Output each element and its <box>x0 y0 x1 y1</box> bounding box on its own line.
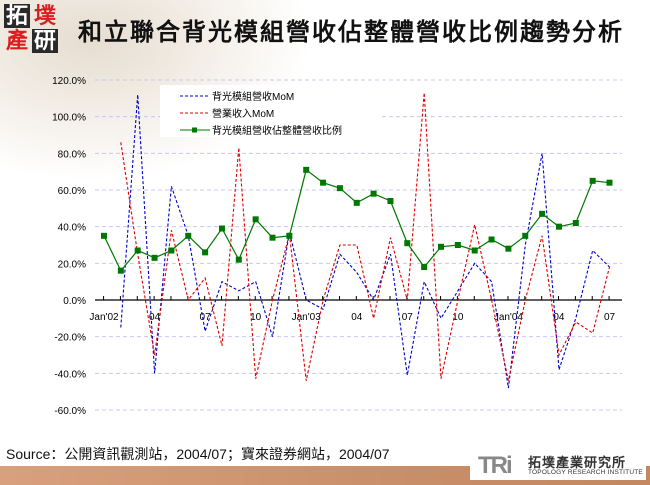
chart-series <box>101 92 613 389</box>
y-tick-label: -20.0% <box>54 333 86 344</box>
data-point-marker <box>134 247 141 254</box>
x-tick-label: Jan'03 <box>292 312 322 323</box>
legend-label: 營業收入MoM <box>212 107 274 120</box>
legend-label: 背光模組營收MoM <box>212 90 294 103</box>
data-point-marker <box>269 234 276 241</box>
tri-name-en: TOPOLOGY RESEARCH INSTITUTE <box>528 469 643 476</box>
logo-char: 產 <box>5 28 28 54</box>
data-point-marker <box>572 220 579 226</box>
data-point-marker <box>438 243 444 250</box>
x-tick-label: 07 <box>402 312 414 323</box>
tri-logo: TRi 拓墣產業研究所 TOPOLOGY RESEARCH INSTITUTE <box>470 450 646 480</box>
y-tick-label: 40.0% <box>58 223 86 234</box>
data-point-marker <box>522 232 529 239</box>
data-point-marker <box>387 198 394 204</box>
tri-mark: TRi <box>478 452 513 479</box>
y-tick-label: 20.0% <box>58 259 86 270</box>
logo-char: 墣 <box>33 3 56 29</box>
data-point-marker <box>421 264 428 270</box>
y-tick-label: -60.0% <box>54 406 86 417</box>
y-tick-label: 60.0% <box>58 186 86 197</box>
data-point-marker <box>320 179 327 186</box>
x-tick-label: 10 <box>452 312 464 323</box>
data-point-marker <box>471 247 478 254</box>
y-tick-label: 100.0% <box>52 113 86 124</box>
legend-label: 背光模組營收佔整體營收比例 <box>212 124 342 137</box>
series-line <box>120 94 610 389</box>
x-tick-label: 04 <box>351 312 363 323</box>
data-point-marker <box>185 232 192 239</box>
data-point-marker <box>218 225 225 232</box>
logo-char: 拓 <box>4 3 30 29</box>
chart-legend: 背光模組營收MoM 營業收入MoM 背光模組營收佔整體營收比例 <box>160 85 380 137</box>
data-point-marker <box>151 254 158 261</box>
data-point-marker <box>370 190 377 197</box>
series-line <box>120 92 611 381</box>
data-point-marker <box>555 223 562 230</box>
y-tick-label: -40.0% <box>54 369 86 380</box>
data-point-marker <box>252 216 259 223</box>
y-tick-label: 120.0% <box>52 76 86 87</box>
data-point-marker <box>235 256 242 263</box>
source-note: Source：公開資訊觀測站，2004/07；寶來證券網站，2004/07 <box>6 446 390 462</box>
data-point-marker <box>589 177 596 184</box>
y-tick-label: 80.0% <box>58 149 86 160</box>
page-title: 和立聯合背光模組營收佔整體營收比例趨勢分析 <box>78 17 624 46</box>
data-point-marker <box>101 232 107 239</box>
data-point-marker <box>202 249 209 256</box>
x-tick-label: 10 <box>250 312 262 323</box>
logo-char: 研 <box>32 28 58 54</box>
data-point-marker <box>336 185 343 192</box>
data-point-marker <box>505 245 512 252</box>
x-tick-label: 04 <box>149 312 161 323</box>
x-tick-label: Jan'02 <box>89 312 119 323</box>
data-point-marker <box>488 236 495 243</box>
data-point-marker <box>117 267 124 274</box>
data-point-marker <box>286 232 293 239</box>
line-chart: 120.0% 100.0% 80.0% 60.0% 40.0% 20.0% 0.0% -20.… <box>52 76 622 417</box>
x-tick-label: Jan'04 <box>494 312 524 323</box>
data-point-marker <box>539 210 546 217</box>
x-axis: Jan'02 04 07 10 Jan'03 04 07 10 Jan'04 04 07 <box>89 296 622 323</box>
y-tick-label: 0.0% <box>63 296 86 307</box>
legend-marker <box>192 127 197 133</box>
tri-name-cn: 拓墣產業研究所 <box>528 456 627 471</box>
x-tick-label: 04 <box>553 312 565 323</box>
logo: 拓 墣 產 研 <box>4 4 60 54</box>
x-tick-label: 07 <box>200 312 212 323</box>
data-point-marker <box>606 179 613 186</box>
data-point-marker <box>303 166 310 173</box>
y-axis-labels: 120.0% 100.0% 80.0% 60.0% 40.0% 20.0% 0.0% -20.… <box>52 76 86 417</box>
data-point-marker <box>168 247 175 254</box>
data-point-marker <box>353 199 360 206</box>
x-tick-label: 07 <box>604 312 616 323</box>
data-point-marker <box>454 242 461 248</box>
data-point-marker <box>404 240 411 247</box>
series-line <box>103 168 610 272</box>
